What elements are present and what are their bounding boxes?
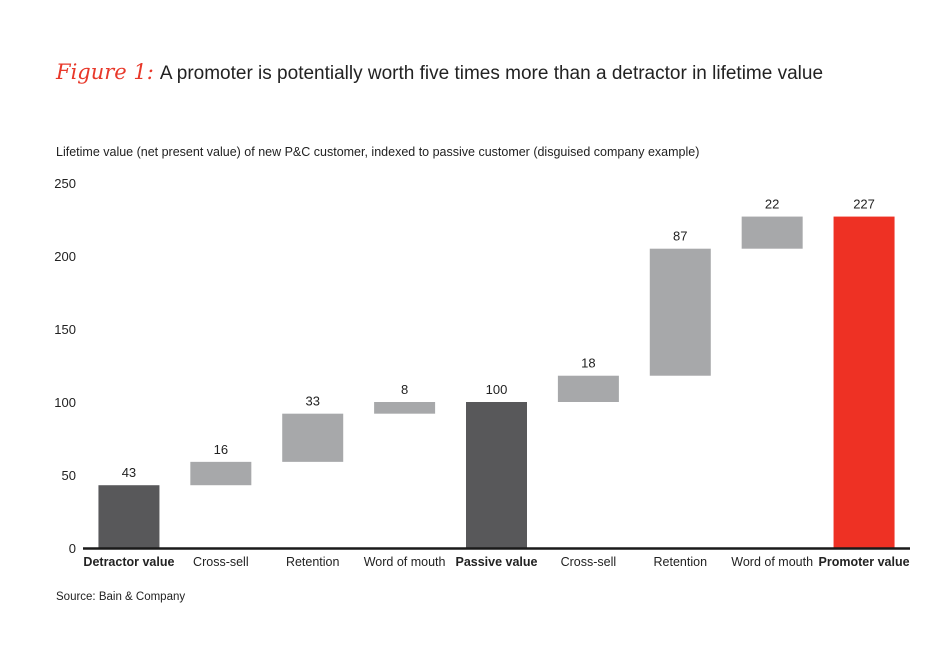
figure-title-text: A promoter is potentially worth five tim… (159, 63, 824, 84)
bar-word-of-mouth (741, 216, 803, 249)
category-label: Retention (654, 555, 708, 569)
bar-retention (282, 413, 344, 462)
value-label: 43 (122, 465, 136, 480)
category-label: Retention (286, 555, 340, 569)
category-label: Cross-sell (193, 555, 249, 569)
y-tick-label: 250 (54, 176, 76, 191)
figure-title: Figure 1: A promoter is potentially worth… (56, 60, 823, 85)
source-note: Source: Bain & Company (56, 591, 186, 603)
category-label: Cross-sell (561, 555, 617, 569)
value-label: 100 (486, 382, 508, 397)
value-label: 16 (214, 442, 228, 457)
value-label: 22 (765, 197, 779, 212)
value-label: 227 (853, 197, 875, 212)
bar-cross-sell (557, 375, 619, 402)
chart-y-axis-description: Lifetime value (net present value) of ne… (56, 145, 700, 159)
bars (98, 216, 895, 548)
category-label: Passive value (455, 555, 537, 569)
y-tick-label: 150 (54, 322, 76, 337)
bar-promoter-value (833, 216, 895, 548)
category-labels: Detractor value Cross-sell Retention Word o… (83, 555, 909, 569)
bar-retention (649, 248, 711, 376)
value-labels: 43 16 33 8 100 18 87 22 227 (122, 197, 875, 481)
bar-passive-value (466, 402, 527, 548)
y-tick-label: 100 (54, 395, 76, 410)
category-label: Detractor value (83, 555, 174, 569)
figure-label: Figure 1: (56, 60, 154, 84)
value-label: 87 (673, 229, 687, 244)
category-label: Word of mouth (731, 555, 813, 569)
bar-detractor-value (98, 485, 160, 548)
category-label: Promoter value (819, 555, 910, 569)
bar-word-of-mouth (374, 402, 436, 414)
category-label: Word of mouth (364, 555, 446, 569)
y-axis-ticks: 0 50 100 150 200 250 (54, 176, 76, 556)
bar-cross-sell (190, 461, 252, 486)
value-label: 33 (305, 394, 319, 409)
y-tick-label: 200 (54, 249, 76, 264)
y-tick-label: 50 (62, 468, 76, 483)
value-label: 18 (581, 356, 595, 371)
value-label: 8 (401, 382, 408, 397)
y-tick-label: 0 (69, 541, 76, 556)
